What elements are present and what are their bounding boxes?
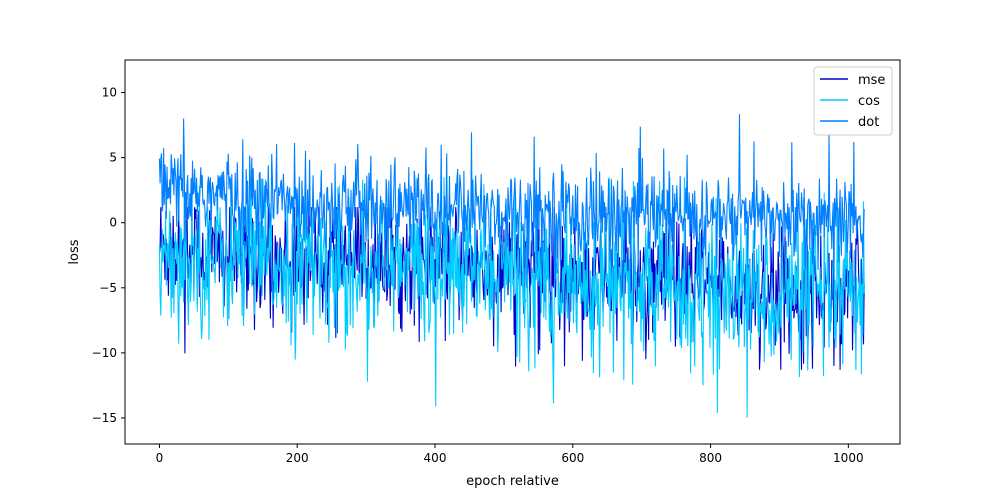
x-axis-label: epoch relative	[466, 474, 559, 489]
x-tick-label: 1000	[833, 451, 864, 465]
legend-label-mse: mse	[858, 73, 885, 88]
x-tick-label: 400	[424, 451, 447, 465]
series-lines	[158, 114, 865, 418]
x-tick-label: 200	[286, 451, 309, 465]
y-tick-label: 10	[102, 86, 117, 100]
y-tick-label: 0	[109, 216, 117, 230]
legend: mse cos dot	[813, 66, 893, 136]
x-tick-label: 800	[699, 451, 722, 465]
legend-label-cos: cos	[858, 94, 880, 109]
y-tick-label: −15	[92, 411, 117, 425]
x-tick-label: 600	[561, 451, 584, 465]
legend-box	[813, 66, 893, 136]
series-line-dot	[158, 114, 865, 294]
axis-ticks: 0 200 400 600 800 1000 10 5 0 −5 −10 −15	[92, 86, 864, 465]
plot-frame	[124, 59, 901, 445]
y-tick-label: 5	[109, 151, 117, 165]
legend-label-dot: dot	[858, 115, 879, 130]
y-axis-label: loss	[67, 239, 82, 264]
y-tick-label: −10	[92, 346, 117, 360]
y-tick-label: −5	[99, 281, 117, 295]
x-tick-label: 0	[156, 451, 164, 465]
